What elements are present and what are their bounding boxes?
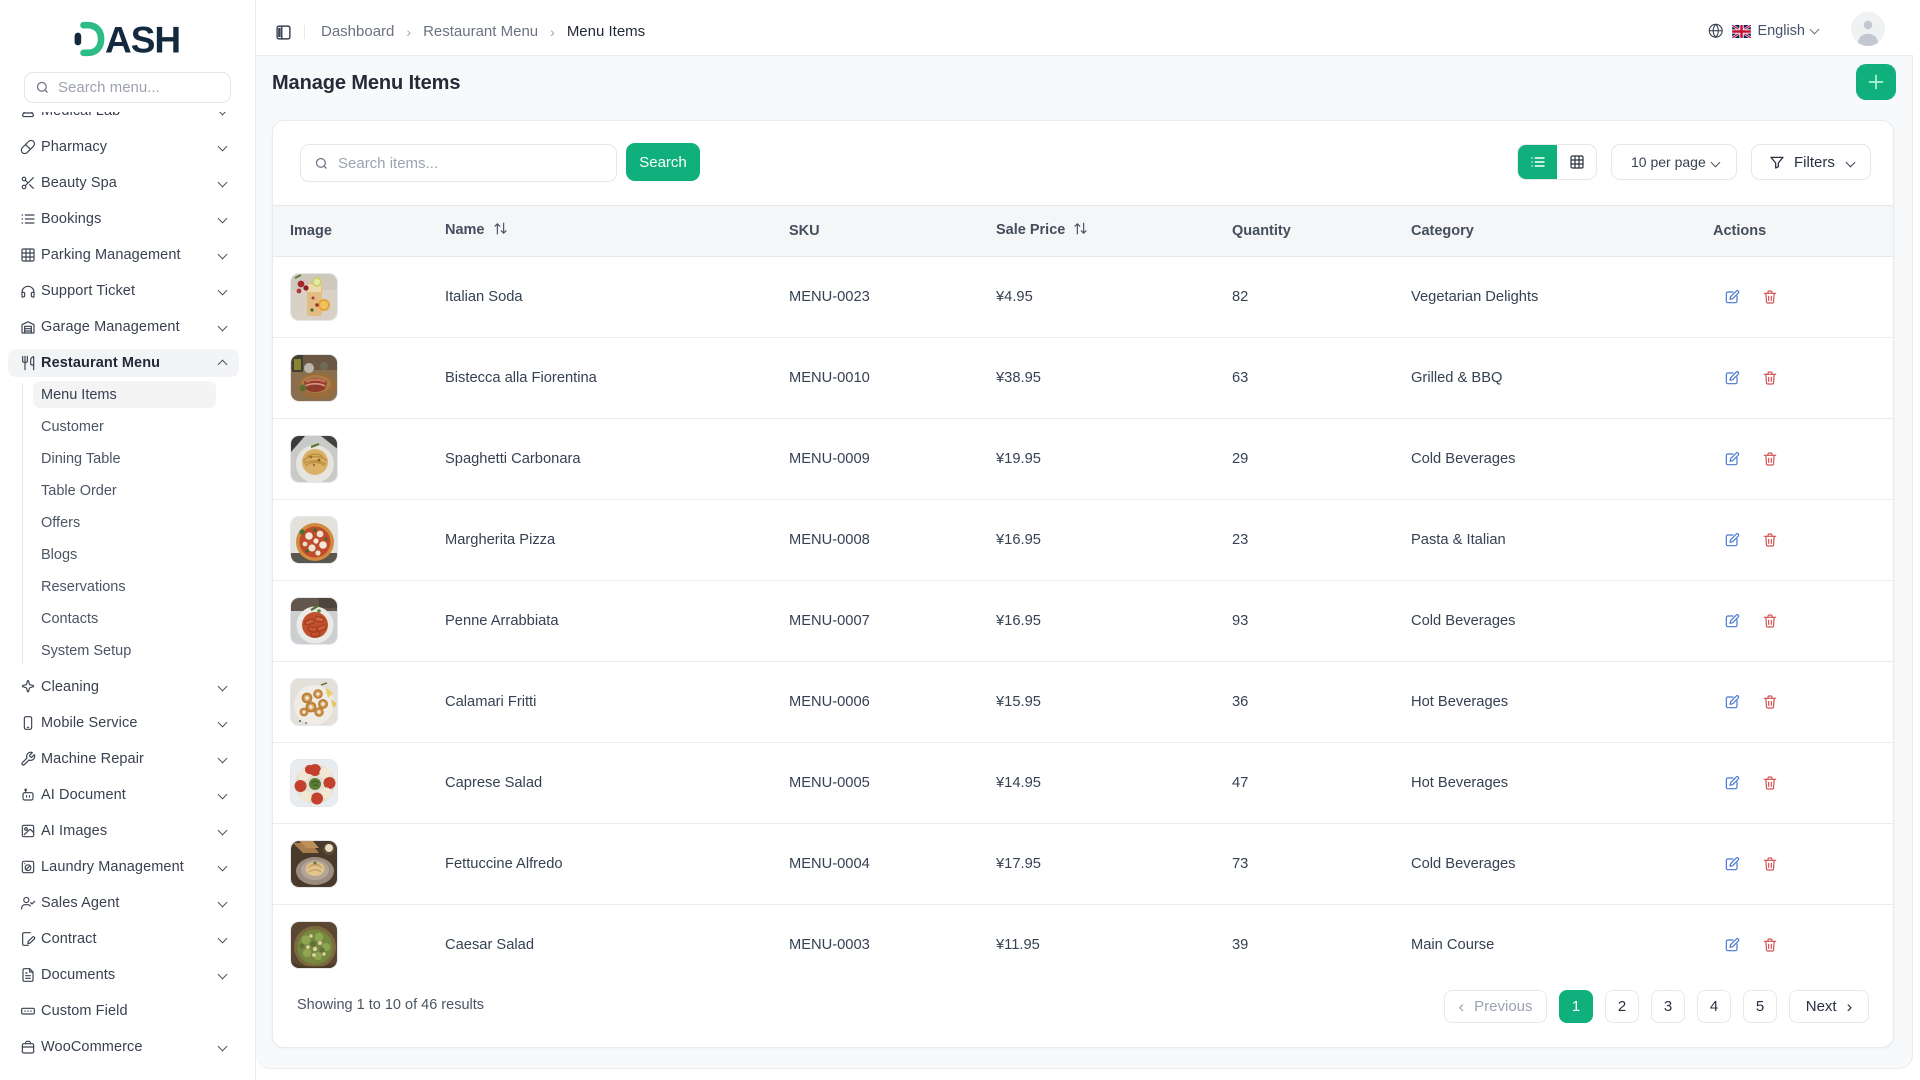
svg-text:ASH: ASH [105,21,180,57]
